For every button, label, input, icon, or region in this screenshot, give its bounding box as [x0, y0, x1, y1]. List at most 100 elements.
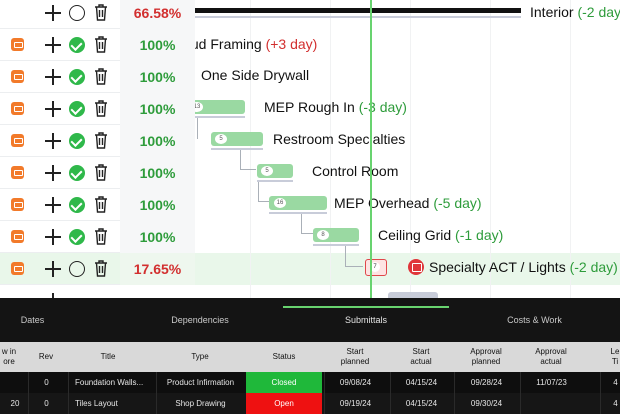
add-icon[interactable]	[44, 164, 62, 182]
add-icon[interactable]	[44, 196, 62, 214]
task-row[interactable]: 100%	[0, 61, 195, 93]
task-label-ceiling-grid[interactable]: Ceiling Grid (-1 day)	[378, 227, 504, 243]
cell-lead-time: 4	[600, 393, 620, 414]
task-bar-mep-overhead[interactable]: 16	[269, 196, 327, 210]
complete-check-icon[interactable]	[69, 101, 85, 117]
col-header-status: Status	[272, 352, 296, 361]
task-row[interactable]: 100%	[0, 125, 195, 157]
task-rows: 66.58% 100% 100% 100% 100% 100%	[0, 0, 195, 317]
trash-icon[interactable]	[94, 260, 108, 277]
add-icon[interactable]	[44, 4, 62, 22]
trash-icon[interactable]	[94, 4, 108, 21]
task-type-icon[interactable]	[11, 198, 24, 211]
col-header-start-actual: Start actual	[410, 347, 432, 366]
col-header-rev: Rev	[38, 352, 54, 361]
status-badge[interactable]: Closed	[246, 372, 322, 393]
tab-dates[interactable]: Dates	[20, 315, 45, 325]
task-type-icon[interactable]	[11, 230, 24, 243]
dependency-connector	[345, 246, 363, 267]
add-icon[interactable]	[44, 228, 62, 246]
grid-line	[330, 0, 331, 298]
cell-type: Product Infirmation	[156, 372, 244, 393]
task-type-icon[interactable]	[11, 134, 24, 147]
task-label-specialty-act[interactable]: Specialty ACT / Lights (-2 day)	[429, 259, 618, 275]
tab-submittals[interactable]: Submittals	[344, 315, 388, 325]
subtask-count: 5	[261, 166, 273, 176]
add-icon[interactable]	[44, 260, 62, 278]
cell-rev: 0	[28, 393, 64, 414]
task-type-icon[interactable]	[11, 166, 24, 179]
task-label-stud-framing[interactable]: tud Framing (+3 day)	[195, 36, 318, 52]
task-bar-mep-rough-in[interactable]: 13	[195, 100, 245, 114]
percent-complete: 100%	[120, 221, 195, 253]
trash-icon[interactable]	[94, 228, 108, 245]
highlighted-row-band	[195, 253, 620, 285]
col-header-approval-actual: Approval actual	[535, 347, 567, 366]
task-type-icon[interactable]	[11, 262, 24, 275]
task-bar-restroom[interactable]: 5	[211, 132, 263, 146]
incomplete-circle-icon[interactable]	[69, 5, 85, 21]
task-bar-control-room[interactable]: 5	[257, 164, 293, 178]
task-row[interactable]: 17.65%	[0, 253, 195, 285]
complete-check-icon[interactable]	[69, 37, 85, 53]
percent-complete: 100%	[120, 157, 195, 189]
tab-dependencies[interactable]: Dependencies	[171, 315, 229, 325]
incomplete-circle-icon[interactable]	[69, 261, 85, 277]
task-label-one-side-drywall[interactable]: One Side Drywall	[201, 67, 310, 83]
table-row[interactable]: 20 0 Tiles Layout Shop Drawing Open 09/1…	[0, 393, 620, 414]
trash-icon[interactable]	[94, 36, 108, 53]
task-row[interactable]: 100%	[0, 157, 195, 189]
submittal-alert-icon[interactable]	[408, 259, 424, 275]
baseline-bar	[195, 116, 245, 118]
task-row[interactable]: 66.58%	[0, 0, 195, 29]
summary-bar[interactable]	[195, 8, 521, 13]
task-row[interactable]: 100%	[0, 221, 195, 253]
trash-icon[interactable]	[94, 164, 108, 181]
status-badge[interactable]: Open	[246, 393, 322, 414]
trash-icon[interactable]	[94, 132, 108, 149]
dependency-connector	[258, 182, 270, 202]
task-label-restroom[interactable]: Restroom Specialties	[273, 131, 406, 147]
task-type-icon[interactable]	[11, 38, 24, 51]
task-row[interactable]: 100%	[0, 189, 195, 221]
baseline-bar	[211, 148, 263, 150]
cell-approval-planned: 09/30/24	[454, 393, 518, 414]
task-row[interactable]: 100%	[0, 29, 195, 61]
task-label-interior[interactable]: Interior (-2 day)	[530, 4, 620, 20]
task-label-mep-rough-in[interactable]: MEP Rough In (-3 day)	[264, 99, 407, 115]
task-type-icon[interactable]	[11, 102, 24, 115]
cell-title: Tiles Layout	[68, 393, 154, 414]
active-tab-indicator	[283, 306, 449, 308]
task-row[interactable]: 100%	[0, 93, 195, 125]
tab-costs-work[interactable]: Costs & Work	[507, 315, 562, 325]
detail-tabs: Dates Dependencies Submittals Costs & Wo…	[0, 298, 620, 342]
complete-check-icon[interactable]	[69, 229, 85, 245]
trash-icon[interactable]	[94, 100, 108, 117]
table-row[interactable]: 0 Foundation Walls... Product Infirmatio…	[0, 372, 620, 393]
add-icon[interactable]	[44, 132, 62, 150]
grid-line	[570, 0, 571, 298]
complete-check-icon[interactable]	[69, 197, 85, 213]
add-icon[interactable]	[44, 68, 62, 86]
task-label-mep-overhead[interactable]: MEP Overhead (-5 day)	[334, 195, 482, 211]
complete-check-icon[interactable]	[69, 69, 85, 85]
task-label-control-room[interactable]: Control Room	[312, 163, 399, 179]
cell-start-actual: 04/15/24	[390, 393, 452, 414]
add-icon[interactable]	[44, 100, 62, 118]
task-type-icon[interactable]	[11, 70, 24, 83]
dependency-connector	[240, 150, 256, 170]
percent-complete: 100%	[120, 125, 195, 157]
grid-line	[490, 0, 491, 298]
complete-check-icon[interactable]	[69, 133, 85, 149]
cell: 20	[10, 399, 20, 408]
task-bar-ceiling-grid[interactable]: 8	[313, 228, 359, 242]
task-bar-partial[interactable]	[388, 292, 438, 298]
complete-check-icon[interactable]	[69, 165, 85, 181]
trash-icon[interactable]	[94, 196, 108, 213]
add-icon[interactable]	[44, 36, 62, 54]
subtask-count: 13	[195, 102, 203, 112]
cell-approval-actual: 11/07/23	[520, 372, 582, 393]
task-bar-specialty-act[interactable]: 7	[365, 259, 387, 276]
trash-icon[interactable]	[94, 68, 108, 85]
cell-start-planned: 09/08/24	[324, 372, 386, 393]
